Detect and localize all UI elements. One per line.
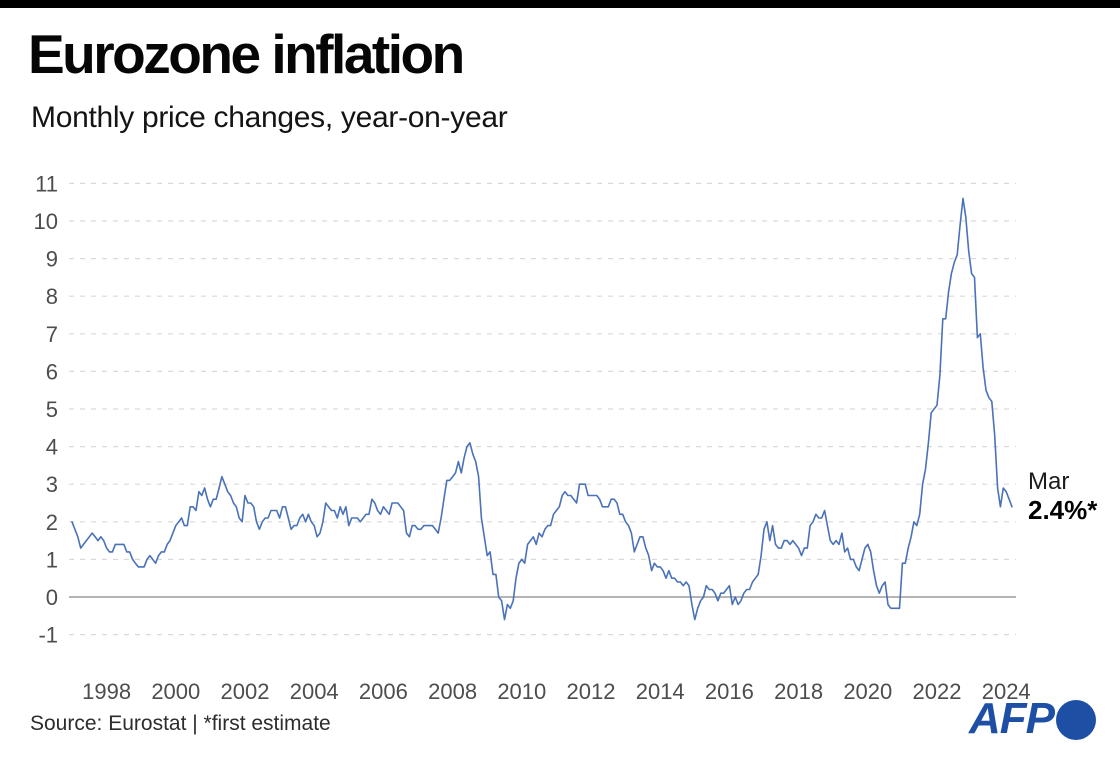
y-tick-label: 2: [46, 510, 58, 535]
annotation-month-label: Mar: [1028, 468, 1070, 495]
top-black-bar: [0, 0, 1120, 8]
y-tick-label: 4: [46, 435, 58, 460]
x-tick-label: 2012: [567, 679, 616, 704]
x-tick-label: 2022: [913, 679, 962, 704]
y-tick-label: 8: [46, 284, 58, 309]
y-tick-label: 3: [46, 472, 58, 497]
y-tick-label: 5: [46, 397, 58, 422]
page-title: Eurozone inflation: [28, 23, 465, 85]
y-tick-label: 1: [46, 547, 58, 572]
annotation-value-label: 2.4%*: [1028, 495, 1098, 525]
y-tick-label: 11: [35, 171, 58, 196]
y-tick-label: 9: [46, 247, 58, 272]
x-tick-label: 2018: [774, 679, 823, 704]
y-tick-label: 0: [46, 585, 58, 610]
latest-value-annotation: Mar 2.4%*: [1028, 468, 1097, 525]
x-tick-label: 2020: [843, 679, 892, 704]
page-subtitle: Monthly price changes, year-on-year: [31, 101, 508, 134]
y-tick-label: 6: [46, 359, 58, 384]
x-tick-label: 2024: [982, 679, 1031, 704]
y-tick-label: 7: [46, 322, 58, 347]
x-tick-label: 1998: [82, 679, 131, 704]
x-tick-label: 2008: [428, 679, 477, 704]
x-tick-label: 2014: [636, 679, 685, 704]
x-tick-label: 2016: [705, 679, 754, 704]
x-tick-label: 2002: [221, 679, 270, 704]
x-tick-label: 2000: [151, 679, 200, 704]
afp-logo-circle-icon: [1056, 700, 1096, 740]
afp-logo-text: AFP: [969, 694, 1055, 743]
y-tick-label: 10: [34, 209, 58, 234]
y-tick-label: -1: [38, 623, 58, 648]
x-tick-label: 2006: [359, 679, 408, 704]
x-tick-label: 2010: [497, 679, 546, 704]
x-tick-label: 2004: [290, 679, 339, 704]
inflation-data-line: [71, 197, 1013, 621]
source-note: Source: Eurostat | *first estimate: [30, 712, 331, 735]
